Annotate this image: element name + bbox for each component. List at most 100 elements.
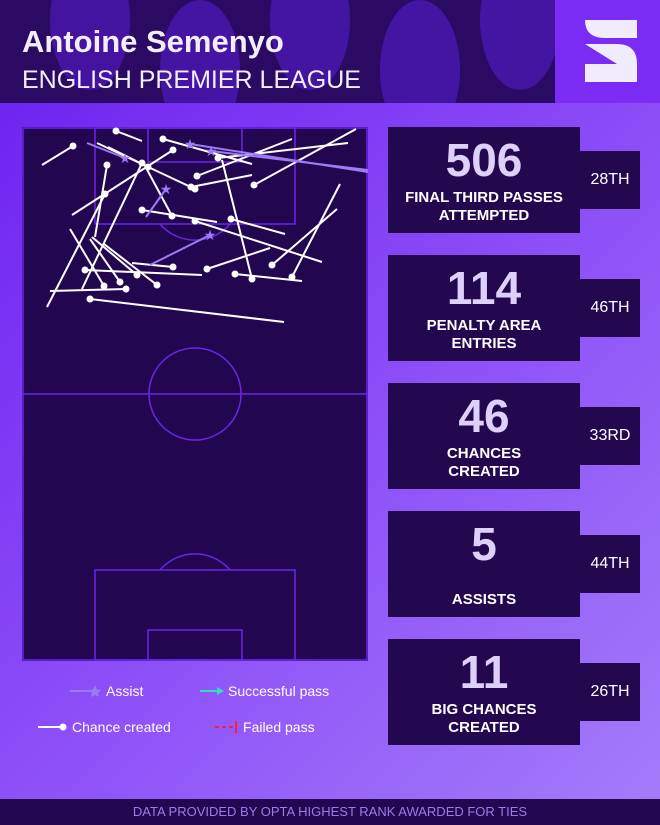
dashed-line-icon xyxy=(215,721,237,733)
legend-successful-pass: Successful pass xyxy=(200,683,329,699)
assist-star-icon: ★ xyxy=(119,150,132,166)
legend-chance-created-label: Chance created xyxy=(72,719,171,735)
chance-created-line xyxy=(96,142,196,190)
stat-label-line1: FINAL THIRD PASSES xyxy=(405,189,563,206)
stat-label-line1: PENALTY AREA xyxy=(426,317,542,334)
chance-created-dot xyxy=(248,275,256,283)
stat-card: 46 CHANCES CREATED xyxy=(388,383,580,489)
chance-created-dot xyxy=(268,261,276,269)
chance-created-line xyxy=(221,159,253,280)
stat-label-line2: ATTEMPTED xyxy=(438,207,530,224)
stat-card: 11 BIG CHANCES CREATED xyxy=(388,639,580,745)
chance-created-line xyxy=(143,163,173,217)
chance-created-dot xyxy=(168,212,176,220)
legend-failed-pass-label: Failed pass xyxy=(243,719,315,735)
chance-created-dot xyxy=(191,217,199,225)
legend-failed-pass: Failed pass xyxy=(215,719,315,735)
chance-created-dot xyxy=(100,282,108,290)
chance-created-line xyxy=(103,243,158,286)
legend-chance-created: Chance created xyxy=(38,719,171,735)
chance-created-dot xyxy=(153,281,161,289)
stat-label: BIG CHANCES CREATED xyxy=(388,701,580,737)
assist-star-icon: ★ xyxy=(204,227,217,243)
league-name: ENGLISH PREMIER LEAGUE xyxy=(22,66,361,94)
stat-label-line1: CHANCES xyxy=(446,445,522,462)
stat-label-line1: BIG CHANCES xyxy=(431,701,537,718)
chance-created-dot xyxy=(231,270,239,278)
chance-created-line xyxy=(69,228,105,287)
stat-value: 114 xyxy=(446,262,522,314)
stat-card: 5 ASSISTS xyxy=(388,511,580,617)
stat-value: 506 xyxy=(445,134,523,186)
assist-line xyxy=(145,188,167,218)
arrow-icon xyxy=(200,687,224,695)
assist-star-icon: ★ xyxy=(205,143,218,159)
stat-value: 46 xyxy=(458,390,510,442)
chance-created-line xyxy=(115,130,143,142)
chance-created-line xyxy=(141,209,218,223)
chance-created-dot xyxy=(288,273,296,281)
assist-star-icon xyxy=(70,685,101,697)
chance-created-line xyxy=(206,247,271,270)
chance-created-line xyxy=(41,145,74,166)
chance-created-line xyxy=(271,208,338,266)
header-pattern xyxy=(50,0,555,103)
line-dot-icon xyxy=(38,723,67,731)
stat-rank: 44TH xyxy=(580,535,640,593)
stat-label-line2: ENTRIES xyxy=(451,335,517,352)
stat-value: 5 xyxy=(471,518,497,570)
stat-label-line2: ASSISTS xyxy=(451,591,517,608)
chance-created-dot xyxy=(138,206,146,214)
stat-label: CHANCES CREATED xyxy=(388,445,580,481)
chance-created-line xyxy=(196,138,293,177)
chance-created-line xyxy=(89,238,121,283)
chance-created-line xyxy=(194,220,323,263)
legend-assist: Assist xyxy=(70,683,143,699)
chance-created-dot xyxy=(214,154,222,162)
pitch-map: ★ ★ ★ ★ ★ xyxy=(22,127,368,661)
chance-created-line xyxy=(46,193,106,308)
chance-created-line xyxy=(81,162,143,290)
chance-created-dot xyxy=(116,278,124,286)
chance-created-line xyxy=(94,164,108,238)
stat-label: ASSISTS xyxy=(388,591,580,609)
chance-created-line xyxy=(131,262,174,268)
chance-created-dot xyxy=(122,285,130,293)
assist-star-icon: ★ xyxy=(184,136,197,152)
stat-rank: 28TH xyxy=(580,151,640,209)
stat-label-line2: CREATED xyxy=(448,719,520,736)
stat-rank: 26TH xyxy=(580,663,640,721)
chance-created-dot xyxy=(250,181,258,189)
chance-created-line xyxy=(91,236,138,276)
chance-created-dot xyxy=(169,146,177,154)
chance-created-dot xyxy=(69,142,77,150)
chance-created-line xyxy=(253,128,357,186)
chance-created-line xyxy=(230,218,286,235)
stat-label-line2: CREATED xyxy=(448,463,520,480)
stat-label: PENALTY AREA ENTRIES xyxy=(388,317,580,353)
assist-line xyxy=(149,234,211,266)
assist-star-icon: ★ xyxy=(160,181,173,197)
chance-created-dot xyxy=(103,161,111,169)
chance-created-dot xyxy=(159,135,167,143)
chance-created-line xyxy=(89,298,285,323)
legend-successful-pass-label: Successful pass xyxy=(228,683,330,699)
assist-line xyxy=(86,142,126,159)
header: Antoine Semenyo ENGLISH PREMIER LEAGUE xyxy=(0,0,555,103)
chance-created-dot xyxy=(112,127,120,135)
chance-created-dot xyxy=(203,265,211,273)
chance-created-line xyxy=(84,269,203,276)
stat-card: 506 FINAL THIRD PASSES ATTEMPTED xyxy=(388,127,580,233)
legend-assist-label: Assist xyxy=(106,683,144,699)
chance-created-dot xyxy=(133,271,141,279)
assist-line xyxy=(210,150,368,171)
chance-created-dot xyxy=(193,172,201,180)
chance-created-dot xyxy=(227,215,235,223)
chance-created-dot xyxy=(81,266,89,274)
logo xyxy=(555,0,660,103)
chance-created-dot xyxy=(169,263,177,271)
s-logo-icon xyxy=(585,20,637,82)
chance-created-line xyxy=(49,288,127,292)
stat-card: 114 PENALTY AREA ENTRIES xyxy=(388,255,580,361)
chance-created-line xyxy=(291,183,341,278)
